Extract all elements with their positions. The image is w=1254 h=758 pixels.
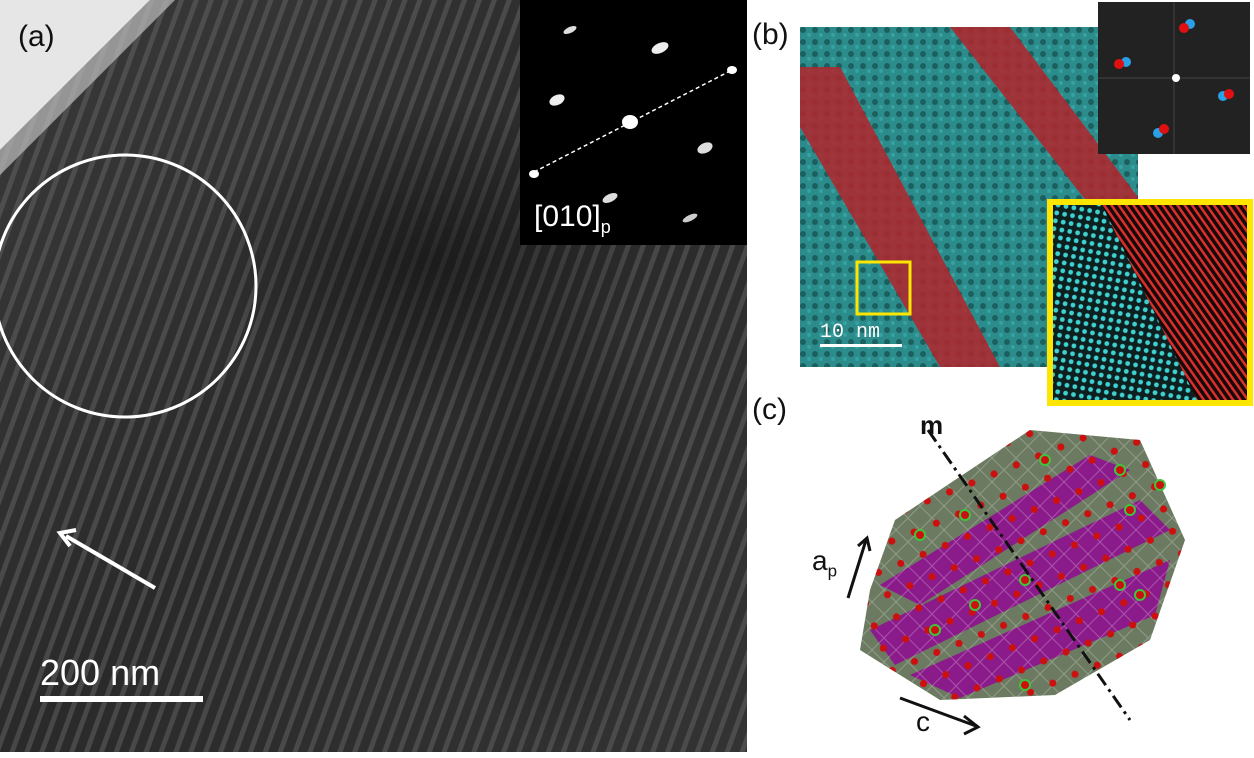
selected-area-circle — [0, 153, 258, 419]
scalebar-b-line — [820, 344, 902, 347]
axis-a-label: ap — [812, 545, 837, 582]
axis-c-arrow — [899, 696, 977, 728]
zoom-inset — [1047, 199, 1253, 406]
red-band-1 — [800, 67, 1000, 367]
zone-axis-subscript: p — [600, 217, 611, 237]
zone-axis-text: [010] — [534, 200, 601, 233]
panel-a: (a) 200 nm [010]p — [0, 0, 747, 752]
axis-a-subscript: p — [827, 561, 838, 581]
panel-label-b: (b) — [752, 18, 789, 51]
diffraction-pattern — [529, 25, 737, 223]
axis-a-arrow — [846, 539, 868, 599]
scalebar-a-line — [40, 696, 203, 702]
direction-arrow — [64, 534, 157, 590]
highlight-box-small — [855, 260, 912, 316]
scalebar-a-label: 200 nm — [40, 652, 161, 693]
axis-a-text: a — [812, 545, 828, 576]
atomic-lattice — [1053, 205, 1247, 400]
mirror-plane-line — [926, 429, 1132, 721]
panel-label-a: (a) — [18, 20, 55, 53]
fft-pattern — [1098, 2, 1250, 154]
panel-label-c: (c) — [752, 393, 787, 426]
panel-c-structure: m ap c — [800, 410, 1254, 758]
axis-c-label: c — [916, 706, 930, 737]
cation-atoms — [914, 454, 1166, 691]
crystal-structure — [846, 429, 1185, 736]
fft-inset — [1098, 2, 1250, 154]
arrow-head — [56, 528, 77, 548]
zone-axis-label: [010]p — [534, 200, 611, 238]
diffraction-inset: [010]p — [520, 0, 747, 245]
dashed-line — [533, 69, 733, 173]
mirror-label: m — [920, 410, 944, 440]
scalebar-b-label: 10 nm — [820, 321, 881, 344]
